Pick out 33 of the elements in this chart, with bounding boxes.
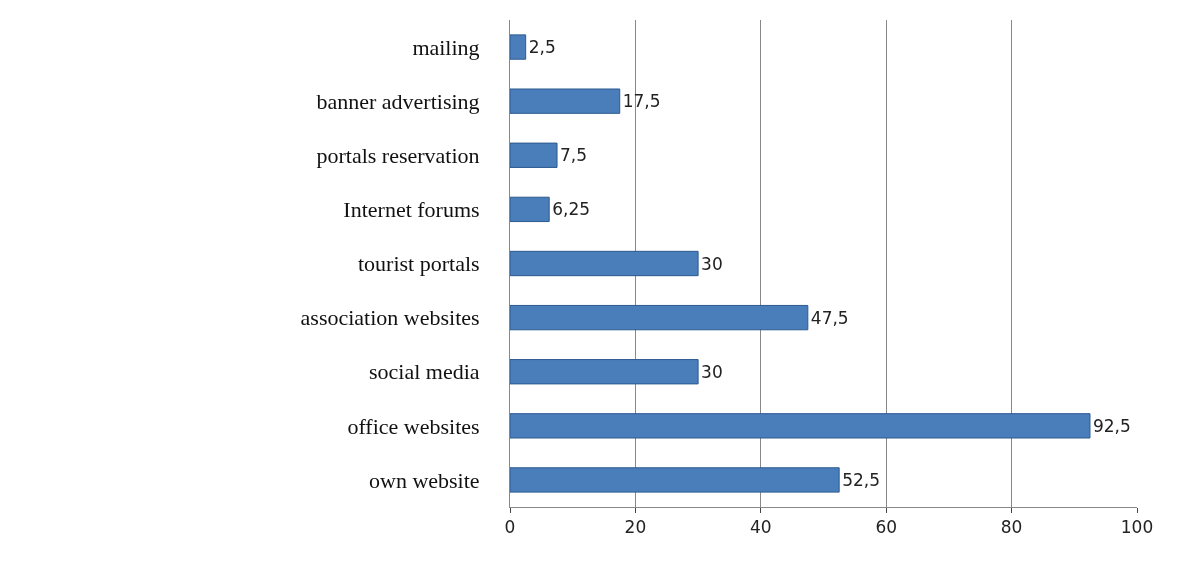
y-tick-label: social media <box>369 359 480 385</box>
y-tick-label: portals reservation <box>316 142 480 168</box>
bar <box>510 196 550 223</box>
y-tick-label: tourist portals <box>357 251 480 277</box>
bar <box>510 304 809 331</box>
bar <box>510 359 699 385</box>
data-label: 92,5 <box>1092 415 1131 436</box>
y-tick-label: banner advertising <box>316 88 480 114</box>
data-label: 6,25 <box>552 199 591 220</box>
x-tick-label: 20 <box>624 517 647 538</box>
y-tick-label: Internet forums <box>343 197 480 223</box>
y-tick-label: office websites <box>347 413 480 439</box>
data-label: 7,5 <box>560 145 588 166</box>
bar <box>510 142 558 168</box>
bar <box>510 34 527 60</box>
x-tick-label: 0 <box>504 517 516 538</box>
x-tick-label: 100 <box>1120 517 1154 538</box>
data-label: 2,5 <box>528 37 556 58</box>
bar <box>510 467 840 493</box>
x-tick-label: 40 <box>749 517 772 538</box>
y-tick-label: own website <box>369 467 480 493</box>
data-label: 30 <box>701 253 723 274</box>
bar <box>510 413 1091 439</box>
data-label: 30 <box>701 361 723 382</box>
y-tick-label: association websites <box>300 305 480 331</box>
data-label: 52,5 <box>842 469 881 490</box>
data-label: 17,5 <box>622 91 661 112</box>
bar <box>510 88 621 114</box>
x-tick-label: 60 <box>875 517 898 538</box>
data-label: 47,5 <box>810 307 849 328</box>
bar <box>510 250 699 277</box>
x-tick-label: 80 <box>1000 517 1023 538</box>
y-tick-label: mailing <box>412 34 480 60</box>
